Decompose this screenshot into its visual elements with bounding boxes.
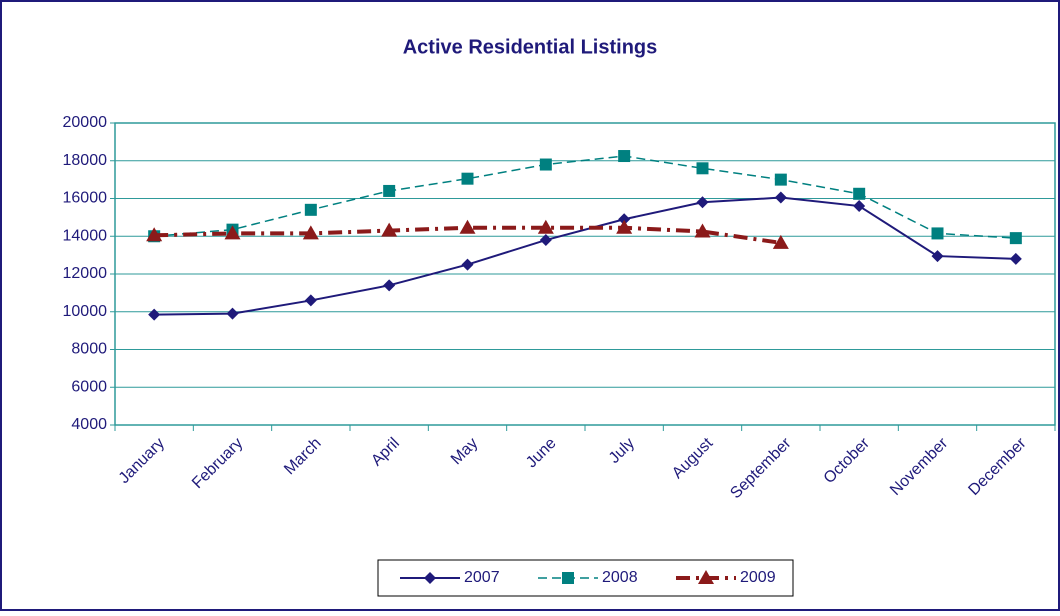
marker <box>853 200 866 213</box>
marker <box>461 258 474 271</box>
legend-label: 2009 <box>740 569 776 586</box>
marker <box>618 213 631 226</box>
legend-label: 2008 <box>602 569 638 586</box>
y-tick-label: 12000 <box>63 265 108 282</box>
marker <box>616 219 633 234</box>
y-tick-label: 14000 <box>63 227 108 244</box>
marker <box>772 234 789 249</box>
y-tick-label: 16000 <box>63 190 108 207</box>
marker <box>774 191 787 204</box>
marker <box>931 227 944 240</box>
marker <box>302 225 319 240</box>
marker <box>774 173 787 186</box>
y-tick-label: 8000 <box>71 341 107 358</box>
y-tick-label: 4000 <box>71 416 107 433</box>
chart-title: Active Residential Listings <box>403 36 658 58</box>
marker <box>931 250 944 263</box>
y-tick-label: 6000 <box>71 378 107 395</box>
marker <box>537 219 554 234</box>
marker <box>539 234 552 247</box>
marker <box>424 572 436 584</box>
marker <box>461 172 474 185</box>
marker <box>853 187 866 200</box>
marker <box>694 223 711 238</box>
marker <box>1009 252 1022 265</box>
marker <box>696 196 709 209</box>
y-tick-label: 18000 <box>63 152 108 169</box>
marker <box>698 570 714 584</box>
marker <box>383 279 396 292</box>
marker <box>383 184 396 197</box>
marker <box>304 294 317 307</box>
series-line <box>154 155 1016 239</box>
marker <box>304 203 317 216</box>
series-line <box>154 196 1016 316</box>
marker <box>696 162 709 175</box>
y-tick-label: 20000 <box>63 114 108 131</box>
marker <box>1009 232 1022 245</box>
series-line <box>154 225 782 245</box>
marker <box>148 308 161 321</box>
marker <box>539 158 552 171</box>
y-tick-label: 10000 <box>63 303 108 320</box>
marker <box>226 307 239 320</box>
legend-label: 2007 <box>464 569 500 586</box>
marker <box>146 227 163 242</box>
marker <box>562 572 574 584</box>
marker <box>224 225 241 240</box>
marker <box>618 150 631 163</box>
marker <box>381 222 398 237</box>
marker <box>459 219 476 234</box>
